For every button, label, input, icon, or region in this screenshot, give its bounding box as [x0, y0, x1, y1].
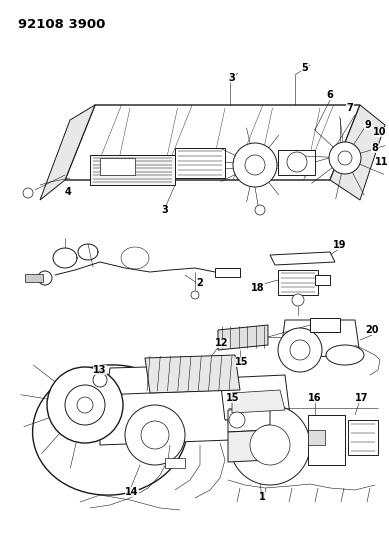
- Polygon shape: [90, 155, 175, 185]
- Circle shape: [233, 143, 277, 187]
- Polygon shape: [280, 320, 360, 358]
- Polygon shape: [308, 430, 325, 445]
- Circle shape: [245, 155, 265, 175]
- Circle shape: [125, 405, 185, 465]
- Text: 19: 19: [333, 240, 347, 250]
- Polygon shape: [278, 270, 318, 295]
- Circle shape: [290, 340, 310, 360]
- Polygon shape: [100, 365, 230, 438]
- Polygon shape: [232, 390, 285, 413]
- Text: 13: 13: [93, 365, 107, 375]
- Circle shape: [230, 405, 310, 485]
- Circle shape: [93, 373, 107, 387]
- Circle shape: [38, 271, 52, 285]
- Polygon shape: [100, 158, 135, 175]
- Circle shape: [292, 294, 304, 306]
- Circle shape: [250, 425, 290, 465]
- Text: 15: 15: [226, 393, 240, 403]
- Text: 12: 12: [215, 338, 229, 348]
- Circle shape: [287, 152, 307, 172]
- Polygon shape: [308, 415, 345, 465]
- Circle shape: [246, 413, 290, 457]
- Text: 16: 16: [308, 393, 322, 403]
- Circle shape: [278, 328, 322, 372]
- Circle shape: [141, 421, 169, 449]
- Text: 11: 11: [375, 157, 389, 167]
- Text: 15: 15: [235, 357, 249, 367]
- Text: 5: 5: [301, 63, 308, 73]
- Text: 10: 10: [373, 127, 387, 137]
- Polygon shape: [65, 105, 360, 180]
- Polygon shape: [315, 275, 330, 285]
- Text: 7: 7: [347, 103, 353, 113]
- Polygon shape: [228, 430, 270, 462]
- Circle shape: [191, 291, 199, 299]
- Polygon shape: [218, 325, 268, 350]
- Polygon shape: [310, 318, 340, 332]
- Polygon shape: [330, 105, 385, 200]
- Text: 9: 9: [364, 120, 371, 130]
- Text: 4: 4: [65, 187, 71, 197]
- Polygon shape: [278, 150, 315, 175]
- Text: 3: 3: [161, 205, 168, 215]
- Text: 17: 17: [355, 393, 369, 403]
- Text: 3: 3: [229, 73, 235, 83]
- Ellipse shape: [33, 365, 187, 495]
- Polygon shape: [100, 390, 230, 445]
- Ellipse shape: [326, 345, 364, 365]
- Text: 8: 8: [371, 143, 378, 153]
- Circle shape: [329, 142, 361, 174]
- Polygon shape: [40, 105, 95, 200]
- Polygon shape: [228, 408, 270, 432]
- Text: 2: 2: [196, 278, 203, 288]
- Polygon shape: [175, 148, 225, 178]
- Text: 92108 3900: 92108 3900: [18, 18, 105, 31]
- Polygon shape: [220, 375, 290, 420]
- Text: 18: 18: [251, 283, 265, 293]
- Text: 20: 20: [365, 325, 379, 335]
- Polygon shape: [348, 420, 378, 455]
- Circle shape: [229, 412, 245, 428]
- Text: 14: 14: [125, 487, 139, 497]
- Polygon shape: [25, 274, 43, 282]
- Circle shape: [23, 188, 33, 198]
- Text: 6: 6: [327, 90, 333, 100]
- Polygon shape: [270, 252, 335, 265]
- Circle shape: [255, 205, 265, 215]
- Polygon shape: [145, 355, 240, 393]
- Circle shape: [65, 385, 105, 425]
- Circle shape: [47, 367, 123, 443]
- Polygon shape: [215, 268, 240, 277]
- Text: 1: 1: [259, 492, 265, 502]
- Polygon shape: [165, 458, 185, 468]
- Circle shape: [77, 397, 93, 413]
- Circle shape: [258, 425, 278, 445]
- Circle shape: [338, 151, 352, 165]
